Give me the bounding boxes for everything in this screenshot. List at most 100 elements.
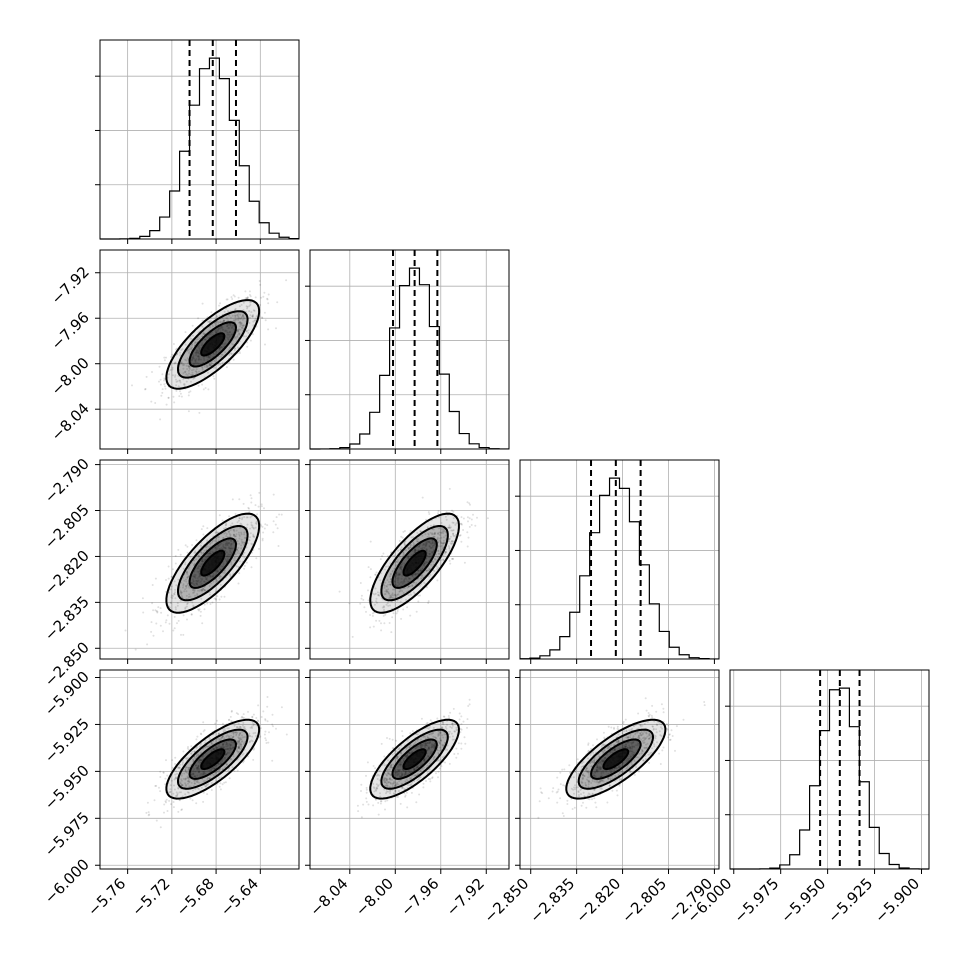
panel-frame (99, 39, 300, 240)
sample-point (226, 310, 229, 312)
sample-point (467, 536, 470, 539)
sample-point (200, 528, 203, 531)
sample-point (422, 782, 425, 785)
sample-point (198, 411, 201, 414)
sample-point (229, 316, 232, 319)
sample-point (190, 338, 193, 341)
sample-point (158, 786, 160, 789)
sample-point (238, 328, 241, 331)
sample-point (420, 717, 423, 720)
scatter-panel-2-1 (95, 249, 300, 454)
sample-point (258, 280, 261, 282)
sample-point (230, 333, 233, 336)
sample-point (158, 365, 161, 368)
sample-point (209, 363, 212, 366)
sample-point (255, 717, 258, 719)
sample-point (155, 610, 158, 612)
sample-point (379, 558, 382, 561)
sample-point (197, 344, 200, 347)
sample-point (180, 395, 183, 398)
sample-point (189, 797, 192, 800)
sample-point (190, 344, 193, 347)
sample-point (396, 610, 399, 613)
sample-point (242, 313, 244, 316)
sample-point (201, 325, 204, 328)
sample-point (466, 501, 469, 504)
sample-point (275, 727, 277, 730)
sample-point (231, 324, 234, 327)
sample-point (186, 368, 189, 370)
sample-point (460, 516, 463, 519)
sample-point (249, 494, 252, 497)
sample-point (234, 318, 237, 321)
sample-point (245, 330, 248, 332)
sample-point (362, 803, 365, 806)
sample-point (384, 800, 387, 803)
sample-point (227, 338, 230, 341)
sample-point (239, 321, 242, 323)
sample-point (229, 323, 232, 326)
sample-point (195, 354, 197, 357)
sample-point (175, 378, 177, 381)
sample-point (369, 626, 372, 629)
sample-point (227, 324, 230, 327)
sample-point (213, 360, 216, 363)
sample-point (375, 798, 377, 801)
sample-point (201, 368, 204, 371)
sample-point (415, 610, 418, 613)
sample-point (233, 337, 236, 340)
sample-point (468, 703, 471, 706)
sample-point (236, 314, 238, 316)
sample-point (210, 789, 213, 791)
sample-point (470, 518, 473, 521)
sample-point (221, 321, 224, 324)
sample-point (206, 366, 209, 369)
sample-point (220, 345, 223, 348)
sample-point (250, 311, 253, 314)
sample-point (225, 298, 228, 301)
sample-point (202, 533, 205, 536)
sample-point (242, 301, 245, 304)
sample-point (234, 307, 237, 310)
sample-point (242, 314, 244, 317)
sample-point (207, 337, 210, 339)
sample-point (124, 629, 127, 632)
sample-point (448, 487, 451, 490)
sample-point (280, 706, 283, 709)
sample-point (174, 375, 176, 378)
sample-point (228, 336, 231, 339)
sample-point (263, 527, 266, 530)
sample-point (384, 808, 386, 811)
sample-point (219, 346, 221, 349)
sample-point (202, 730, 205, 733)
histogram-1 (100, 57, 299, 240)
sample-point (388, 622, 391, 624)
sample-point (159, 770, 162, 773)
sample-point (232, 328, 235, 331)
sample-point (166, 614, 169, 617)
sample-point (447, 715, 450, 717)
sample-point (226, 333, 229, 336)
sample-point (201, 367, 204, 370)
sample-point (266, 696, 269, 698)
sample-point (388, 737, 391, 740)
sample-point (231, 298, 234, 300)
sample-point (559, 783, 562, 786)
sample-point (147, 814, 150, 817)
sample-point (547, 797, 550, 800)
sample-point (201, 302, 204, 305)
sample-point (188, 391, 190, 394)
sample-point (427, 511, 430, 514)
sample-point (196, 349, 199, 352)
sample-point (472, 513, 474, 516)
sample-point (425, 722, 428, 725)
sample-point (379, 800, 382, 803)
sample-point (467, 705, 470, 707)
sample-point (163, 811, 165, 814)
sample-point (220, 327, 223, 330)
sample-point (369, 576, 372, 579)
sample-point (146, 801, 149, 804)
sample-point (187, 369, 190, 372)
sample-point (380, 742, 383, 745)
